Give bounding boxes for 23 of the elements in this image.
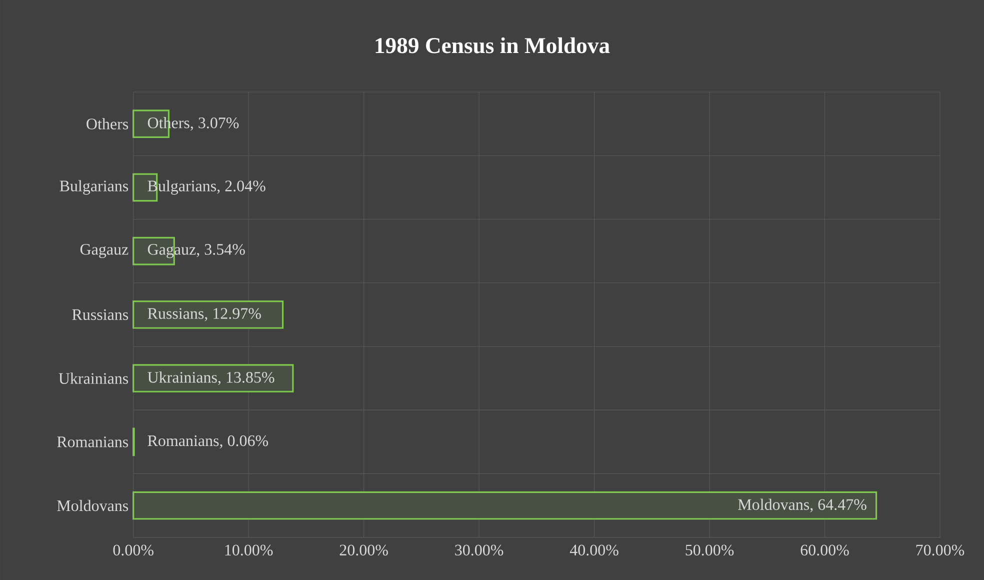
y-tick-label: Others [86,118,128,130]
bar [132,491,878,520]
y-tick-label: Bulgarians [60,180,128,195]
bar [132,364,294,392]
data-label: Moldovans, 64.47% [738,498,866,512]
data-label: Russians, 12.97% [148,308,261,322]
y-tick-label: Romanians [57,436,128,448]
x-tick-label: 40.00% [570,544,618,556]
chart-title: 1989 Census in Moldova [376,37,610,54]
y-tick-label: Russians [72,309,128,320]
y-tick-label: Ukrainians [58,372,128,384]
data-label: Romanians, 0.06% [148,435,268,448]
x-tick-label: 10.00% [225,544,273,556]
y-tick-label: Moldovans [57,500,128,512]
bar [132,300,284,329]
x-tick-label: 60.00% [800,544,849,556]
x-tick-label: 50.00% [686,544,734,556]
x-tick-label: 20.00% [340,544,388,556]
x-tick-label: 70.00% [916,544,964,556]
data-label: Ukrainians, 13.85% [148,371,274,386]
y-tick-label: Gagauz [80,244,128,258]
x-tick-label: 0.00% [113,544,154,556]
x-tick-label: 30.00% [455,544,504,556]
